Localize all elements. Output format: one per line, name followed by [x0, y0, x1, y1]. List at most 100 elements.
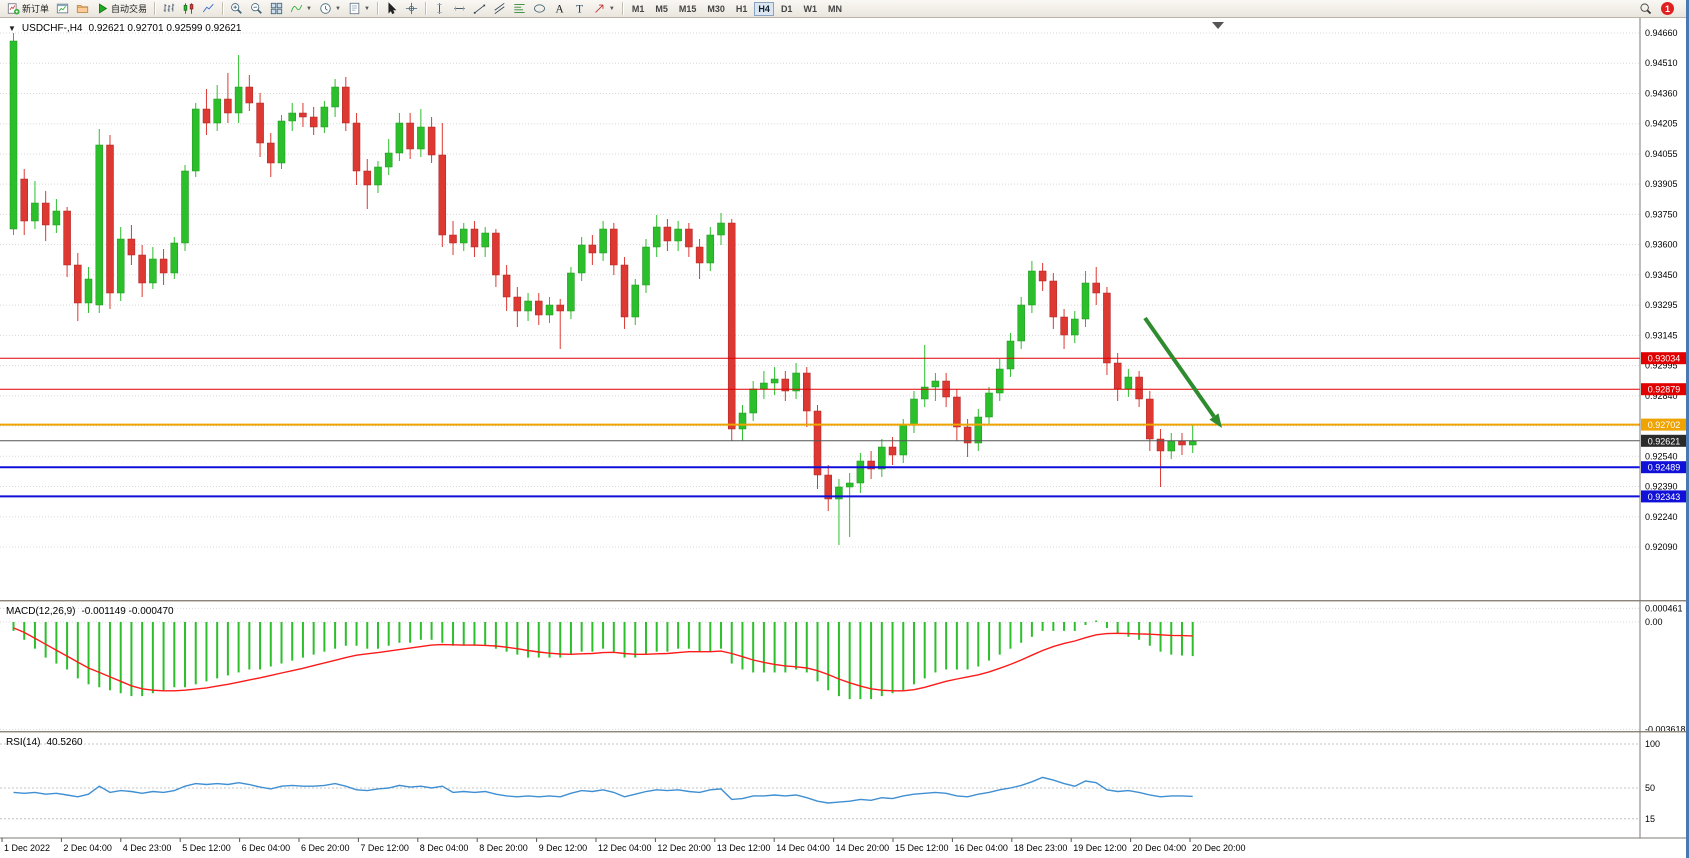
crosshair-button[interactable]	[402, 1, 421, 17]
candle	[84, 278, 93, 304]
candle	[1178, 440, 1186, 446]
notification-badge[interactable]: 1	[1661, 2, 1674, 15]
timeframe-d1-button[interactable]: D1	[777, 2, 797, 16]
price-line-tag: 0.92489	[1648, 463, 1681, 473]
time-label: 8 Dec 04:00	[420, 843, 469, 853]
price-scale-label: 0.94510	[1645, 58, 1678, 68]
tile-windows-button[interactable]	[267, 1, 286, 17]
candle	[299, 112, 307, 118]
candle	[449, 234, 457, 244]
chart-menu-caret-icon[interactable]: ▼	[8, 24, 16, 33]
shapes-button[interactable]	[530, 1, 549, 17]
price-scale-label: 0.92995	[1645, 361, 1678, 371]
candle	[1049, 280, 1058, 318]
zoom-in-button[interactable]	[227, 1, 246, 17]
timeframe-mn-button[interactable]: MN	[824, 2, 846, 16]
candle	[995, 368, 1004, 394]
time-label: 16 Dec 04:00	[954, 843, 1008, 853]
chart-shift-marker-icon[interactable]	[1212, 22, 1224, 29]
candle	[395, 122, 404, 154]
new-chart-button[interactable]	[53, 1, 72, 17]
candle	[1017, 304, 1025, 342]
candle	[792, 372, 800, 392]
arrows-icon	[595, 4, 604, 13]
candle	[470, 228, 479, 248]
toolbar-right: 1	[1636, 1, 1682, 17]
text-label-button[interactable]: T	[570, 1, 589, 17]
candle	[556, 304, 564, 312]
candle	[1146, 398, 1154, 440]
templates-button[interactable]: ▼	[345, 1, 373, 17]
candle	[1006, 340, 1015, 370]
price-scale-label: 0.94205	[1645, 119, 1678, 129]
trend-arrow-annotation[interactable]	[1143, 316, 1216, 418]
text-button[interactable]: A	[550, 1, 569, 17]
timeframe-h4-button[interactable]: H4	[754, 1, 774, 16]
cursor-icon	[388, 2, 397, 15]
textT-icon: T	[576, 3, 583, 15]
candle	[352, 122, 361, 172]
bar-chart-mode-button[interactable]	[159, 1, 178, 17]
timeframe-h1-button[interactable]: H1	[732, 2, 752, 16]
candle	[1156, 438, 1165, 452]
candle	[577, 244, 586, 274]
horizontal-line-button[interactable]	[450, 1, 469, 17]
dropdown-arrow-icon: ▼	[334, 5, 341, 12]
fibonacci-button[interactable]	[510, 1, 529, 17]
vertical-line-button[interactable]	[430, 1, 449, 17]
candle	[781, 378, 790, 392]
price-scale-label: 0.92240	[1645, 512, 1678, 522]
indicators-button[interactable]: ▼	[287, 1, 315, 17]
search-button[interactable]	[1636, 1, 1655, 17]
time-label: 2 Dec 04:00	[63, 843, 112, 853]
timeframe-m30-button[interactable]: M30	[703, 2, 729, 16]
candle	[363, 170, 372, 186]
candle	[813, 410, 822, 476]
price-scale-label: 0.93600	[1645, 240, 1678, 250]
pane-separator[interactable]	[0, 731, 1689, 734]
chart-canvas[interactable]: 0.94660 0.94510 0.94360 0.94205 0.94055 0.939…	[0, 18, 1689, 858]
trendline-button[interactable]	[470, 1, 489, 17]
candle	[567, 272, 575, 312]
new-order-button[interactable]: 新订单	[4, 1, 52, 17]
timeframe-m15-button[interactable]: M15	[675, 2, 701, 16]
candle	[191, 108, 200, 172]
periods-button[interactable]: ▼	[316, 1, 344, 17]
candle	[856, 460, 865, 484]
channel-button[interactable]	[490, 1, 509, 17]
candle	[674, 228, 682, 242]
candle	[309, 116, 318, 128]
time-label: 7 Dec 12:00	[360, 843, 409, 853]
autotrade-button[interactable]: 自动交易	[93, 1, 150, 17]
dropdown-arrow-icon: ▼	[608, 5, 615, 12]
price-line-tag: 0.93034	[1648, 354, 1681, 364]
time-label: 14 Dec 04:00	[776, 843, 830, 853]
zoom-in-icon	[231, 3, 242, 14]
cursor-button[interactable]	[382, 1, 401, 17]
toolbar-separator	[154, 2, 156, 15]
candle	[159, 258, 168, 274]
candle	[202, 108, 211, 124]
candle	[631, 284, 640, 318]
candle	[685, 228, 693, 248]
zoom-out-button[interactable]	[247, 1, 266, 17]
timeframe-m1-button[interactable]: M1	[628, 2, 649, 16]
candle	[878, 446, 886, 470]
line-chart-mode-button[interactable]	[199, 1, 218, 17]
candle	[749, 388, 757, 414]
price-scale-label: 0.92840	[1645, 391, 1678, 401]
candle	[835, 486, 843, 500]
timeframe-w1-button[interactable]: W1	[799, 2, 821, 16]
candle	[695, 246, 704, 264]
time-label: 8 Dec 20:00	[479, 843, 528, 853]
candle-chart-mode-button[interactable]	[179, 1, 198, 17]
profiles-button[interactable]	[73, 1, 92, 17]
time-label: 12 Dec 04:00	[598, 843, 652, 853]
pane-separator[interactable]	[0, 600, 1689, 603]
time-label: 20 Dec 04:00	[1133, 843, 1187, 853]
candle	[234, 86, 243, 114]
timeframe-m5-button[interactable]: M5	[651, 2, 672, 16]
arrow-tools-button[interactable]: ▼	[590, 1, 618, 17]
fibo-icon	[514, 4, 525, 13]
candle	[245, 86, 254, 104]
